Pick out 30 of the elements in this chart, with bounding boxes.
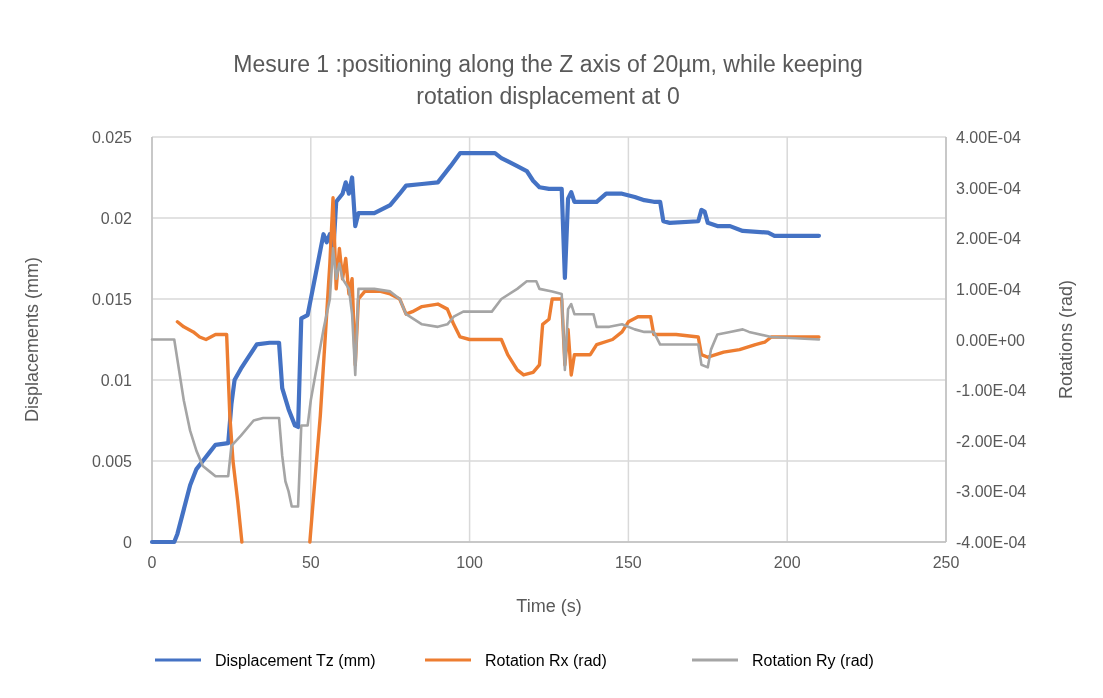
x-tick-label: 50 (301, 554, 320, 571)
y2-tick-label: 2.00E-04 (956, 230, 1022, 248)
legend-label: Rotation Rx (rad) (485, 652, 607, 669)
y2-tick-label: 3.00E-04 (956, 179, 1022, 197)
y2-tick-label: -4.00E-04 (956, 534, 1027, 551)
legend-label: Displacement Tz (mm) (215, 652, 376, 669)
y2-tick-label: -1.00E-04 (956, 382, 1027, 400)
line-series (149, 151, 822, 545)
y-tick-label: 0 (123, 534, 133, 551)
y-tick-label: 0.005 (91, 453, 133, 470)
x-tick-label: 100 (456, 554, 484, 571)
y2-tick-label: 1.00E-04 (956, 280, 1022, 298)
y2-tick-label: 4.00E-04 (956, 129, 1022, 146)
y2-axis-title: Rotations (rad) (1056, 279, 1076, 400)
x-tick-label: 200 (773, 554, 801, 571)
chart-title: Mesure 1 :positioning along the Z axis of 20µm, while keeping rotation displacement at 0 (233, 51, 863, 109)
y-tick-label: 0.01 (100, 372, 133, 389)
y2-tick-label: -3.00E-04 (956, 483, 1027, 501)
y-tick-label: 0.015 (91, 291, 133, 308)
line-series (150, 247, 821, 508)
legend-label: Rotation Ry (rad) (752, 652, 874, 669)
x-tick-label: 150 (615, 554, 642, 571)
y2-tick-label: 0.00E+00 (956, 331, 1026, 349)
y-tick-label: 0.02 (100, 210, 133, 227)
x-tick-label: 250 (932, 554, 960, 571)
x-tick-label: 0 (147, 554, 157, 571)
y2-tick-label: -2.00E-04 (956, 432, 1027, 450)
y-axis-title: Displacements (mm) (22, 256, 42, 423)
y-tick-label: 0.025 (91, 129, 133, 146)
x-axis-title: Time (s) (516, 596, 582, 616)
